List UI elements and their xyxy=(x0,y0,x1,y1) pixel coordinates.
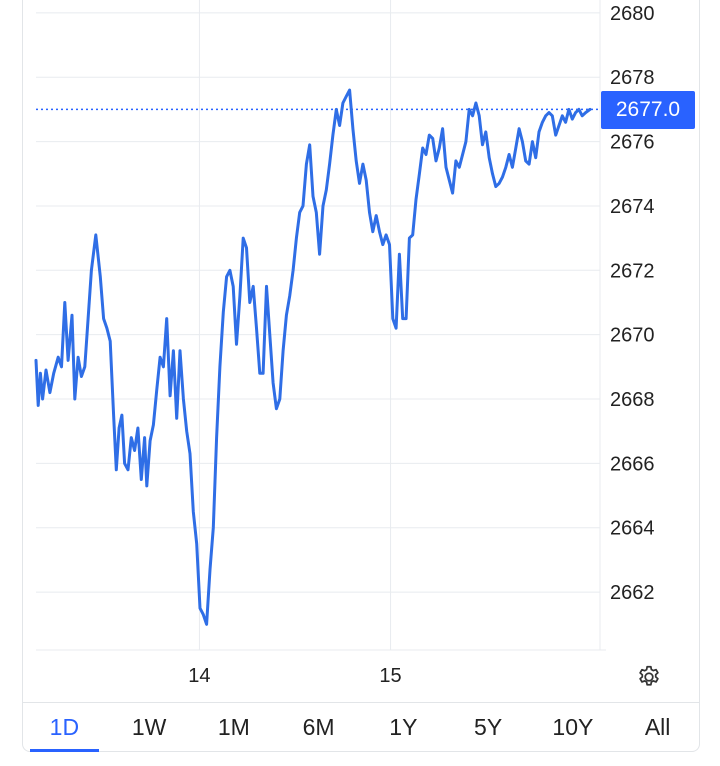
y-tick-label: 2672 xyxy=(610,260,655,282)
x-tick-label: 15 xyxy=(379,665,401,687)
last-price-value: 2677.0 xyxy=(615,98,681,121)
y-tick-label: 2676 xyxy=(610,132,655,154)
y-axis: 2662 2664 2666 2668 2670 2672 2674 2676 2678 2680 xyxy=(610,3,655,604)
y-tick-label: 2662 xyxy=(610,582,655,604)
y-tick-label: 2674 xyxy=(610,196,655,218)
gear-icon xyxy=(639,665,659,686)
tab-5y[interactable]: 5Y xyxy=(446,703,531,752)
series-line xyxy=(34,88,592,626)
tab-label: All xyxy=(644,714,671,740)
gridlines xyxy=(36,0,606,651)
tab-label: 1Y xyxy=(389,714,418,740)
chart-settings-button[interactable] xyxy=(632,660,666,694)
range-tabs: 1D 1W 1M 6M 1Y 5Y 10Y All xyxy=(22,702,700,752)
x-tick-label: 14 xyxy=(188,665,210,687)
tab-1w[interactable]: 1W xyxy=(107,703,192,752)
tab-label: 1W xyxy=(131,714,167,740)
tab-label: 1D xyxy=(49,714,80,740)
y-tick-label: 2664 xyxy=(610,518,655,540)
tab-6m[interactable]: 6M xyxy=(276,703,361,752)
price-chart: 14 15 2662 2664 2666 2668 2670 2672 2674 2676 267… xyxy=(34,0,655,687)
tab-10y[interactable]: 10Y xyxy=(531,703,616,752)
y-tick-label: 2680 xyxy=(610,3,655,25)
y-tick-label: 2670 xyxy=(610,325,655,347)
tab-1m[interactable]: 1M xyxy=(192,703,277,752)
tab-label: 10Y xyxy=(552,714,594,740)
tab-1y[interactable]: 1Y xyxy=(361,703,446,752)
x-axis: 14 15 xyxy=(188,665,401,687)
last-price-badge: 2677.0 xyxy=(601,91,695,129)
tab-label: 5Y xyxy=(474,714,503,740)
tab-1d[interactable]: 1D xyxy=(22,703,107,752)
y-tick-label: 2668 xyxy=(610,389,655,411)
y-tick-label: 2666 xyxy=(610,453,655,475)
y-tick-label: 2678 xyxy=(610,67,655,89)
tab-label: 1M xyxy=(217,714,250,740)
tab-all[interactable]: All xyxy=(615,703,700,752)
tab-label: 6M xyxy=(302,714,335,740)
chart-card xyxy=(22,0,700,752)
